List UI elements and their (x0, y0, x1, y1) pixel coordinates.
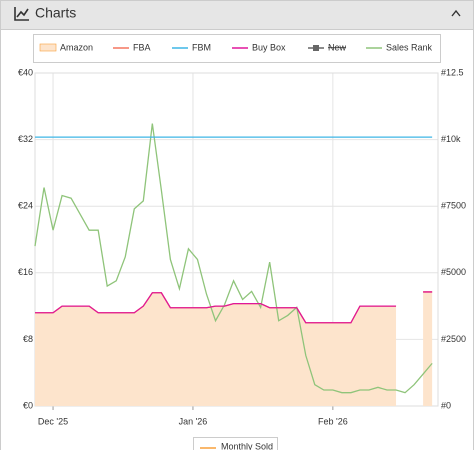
y-tick-label: €8 (23, 334, 33, 344)
legend-marker (313, 45, 319, 51)
y-tick-label: €16 (18, 267, 33, 277)
series-line (34, 123, 433, 394)
y2-tick-label: #7500 (441, 201, 466, 211)
legend-label: Sales Rank (386, 42, 433, 52)
panel-header[interactable] (0, 0, 474, 30)
legend-label: FBA (133, 42, 151, 52)
y-tick-label: €32 (18, 134, 33, 144)
legend-swatch (39, 43, 57, 52)
y2-tick-label: #2500 (441, 334, 466, 344)
x-tick-label: Jan '26 (179, 416, 208, 426)
y-tick-label: €0 (23, 400, 33, 410)
y2-tick-label: #12.5 (441, 67, 464, 77)
x-tick-label: Feb '26 (318, 416, 348, 426)
series-line (35, 291, 433, 324)
legend-label: New (328, 42, 347, 52)
x-tick-label: Dec '25 (38, 416, 68, 426)
legend-label: FBM (192, 42, 211, 52)
y2-tick-label: #0 (441, 400, 451, 410)
y2-tick-label: #10k (441, 134, 461, 144)
area (35, 291, 433, 406)
legend-label: Amazon (60, 42, 93, 52)
legend-label: Monthly Sold (221, 441, 273, 450)
header-title: Charts (35, 5, 76, 21)
y2-tick-label: #5000 (441, 267, 466, 277)
y-tick-label: €24 (18, 201, 33, 211)
legend-label: Buy Box (252, 42, 286, 52)
y-tick-label: €40 (18, 67, 33, 77)
chart-icon (14, 7, 29, 21)
collapse-caret[interactable] (451, 9, 461, 17)
